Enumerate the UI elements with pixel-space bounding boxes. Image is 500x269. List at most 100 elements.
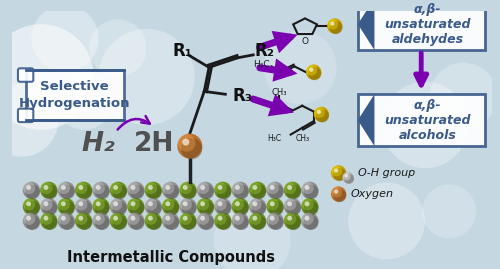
Circle shape bbox=[250, 198, 262, 210]
Circle shape bbox=[22, 198, 40, 215]
Circle shape bbox=[75, 198, 92, 215]
Circle shape bbox=[332, 166, 342, 176]
Circle shape bbox=[162, 182, 180, 199]
Circle shape bbox=[232, 198, 244, 210]
Circle shape bbox=[197, 182, 214, 199]
Circle shape bbox=[166, 216, 170, 221]
Circle shape bbox=[162, 212, 180, 230]
Circle shape bbox=[217, 201, 232, 216]
FancyBboxPatch shape bbox=[18, 68, 34, 82]
Circle shape bbox=[22, 212, 40, 230]
Circle shape bbox=[145, 198, 157, 210]
Circle shape bbox=[128, 213, 140, 225]
Circle shape bbox=[330, 21, 342, 34]
Circle shape bbox=[162, 182, 174, 194]
Circle shape bbox=[113, 216, 118, 221]
Circle shape bbox=[178, 134, 203, 159]
Text: O-H group: O-H group bbox=[358, 168, 415, 178]
Circle shape bbox=[147, 201, 162, 216]
Circle shape bbox=[127, 198, 144, 215]
Circle shape bbox=[214, 198, 226, 210]
Circle shape bbox=[286, 185, 301, 199]
Circle shape bbox=[266, 198, 283, 215]
Circle shape bbox=[78, 201, 92, 216]
Circle shape bbox=[113, 185, 118, 190]
Circle shape bbox=[144, 212, 162, 230]
Circle shape bbox=[40, 212, 58, 230]
Circle shape bbox=[127, 212, 144, 230]
Circle shape bbox=[182, 185, 196, 199]
Circle shape bbox=[287, 201, 292, 206]
Circle shape bbox=[180, 182, 196, 199]
Circle shape bbox=[96, 216, 100, 221]
Circle shape bbox=[93, 182, 105, 194]
Circle shape bbox=[304, 215, 318, 230]
Circle shape bbox=[58, 198, 70, 210]
Circle shape bbox=[331, 186, 346, 202]
Circle shape bbox=[180, 213, 192, 225]
FancyBboxPatch shape bbox=[26, 70, 124, 120]
Text: R₂: R₂ bbox=[254, 42, 274, 60]
Circle shape bbox=[78, 185, 92, 199]
Circle shape bbox=[252, 185, 258, 190]
Circle shape bbox=[128, 182, 140, 194]
Circle shape bbox=[61, 216, 66, 221]
FancyBboxPatch shape bbox=[18, 109, 34, 122]
Circle shape bbox=[270, 185, 274, 190]
Circle shape bbox=[284, 213, 296, 225]
Circle shape bbox=[304, 201, 318, 216]
Circle shape bbox=[249, 182, 266, 199]
Text: H₃C: H₃C bbox=[267, 134, 281, 143]
Circle shape bbox=[112, 201, 127, 216]
Circle shape bbox=[330, 22, 334, 26]
Circle shape bbox=[78, 216, 84, 221]
Circle shape bbox=[148, 185, 153, 190]
Ellipse shape bbox=[98, 29, 194, 125]
Circle shape bbox=[44, 216, 49, 221]
Circle shape bbox=[42, 185, 58, 199]
Circle shape bbox=[44, 185, 49, 190]
Circle shape bbox=[218, 185, 222, 190]
Text: H₂: H₂ bbox=[82, 131, 116, 157]
Circle shape bbox=[23, 213, 36, 225]
Circle shape bbox=[270, 201, 274, 206]
Circle shape bbox=[92, 182, 110, 199]
Circle shape bbox=[130, 201, 144, 216]
Circle shape bbox=[331, 165, 346, 181]
Circle shape bbox=[232, 182, 249, 199]
Text: CH₃: CH₃ bbox=[272, 88, 287, 97]
Circle shape bbox=[130, 216, 136, 221]
Polygon shape bbox=[358, 0, 374, 50]
Text: H₃C: H₃C bbox=[253, 60, 270, 69]
Circle shape bbox=[164, 215, 180, 230]
Circle shape bbox=[284, 198, 296, 210]
Circle shape bbox=[112, 215, 127, 230]
Circle shape bbox=[92, 212, 110, 230]
Circle shape bbox=[183, 216, 188, 221]
Circle shape bbox=[269, 201, 283, 216]
Circle shape bbox=[252, 185, 266, 199]
Circle shape bbox=[95, 201, 110, 216]
Circle shape bbox=[234, 215, 249, 230]
Circle shape bbox=[214, 213, 226, 225]
FancyBboxPatch shape bbox=[358, 0, 484, 50]
Circle shape bbox=[181, 138, 203, 159]
Circle shape bbox=[217, 215, 232, 230]
Circle shape bbox=[286, 215, 301, 230]
Circle shape bbox=[234, 185, 249, 199]
Circle shape bbox=[61, 185, 66, 190]
Circle shape bbox=[61, 201, 66, 206]
Circle shape bbox=[235, 185, 240, 190]
Circle shape bbox=[345, 174, 348, 178]
Circle shape bbox=[60, 215, 75, 230]
Circle shape bbox=[252, 215, 266, 230]
Circle shape bbox=[306, 65, 317, 76]
Circle shape bbox=[162, 213, 174, 225]
Circle shape bbox=[218, 216, 222, 221]
Circle shape bbox=[308, 67, 322, 80]
Circle shape bbox=[182, 139, 190, 146]
Circle shape bbox=[145, 182, 157, 194]
Circle shape bbox=[304, 201, 310, 206]
Circle shape bbox=[178, 134, 196, 152]
Circle shape bbox=[23, 198, 36, 210]
